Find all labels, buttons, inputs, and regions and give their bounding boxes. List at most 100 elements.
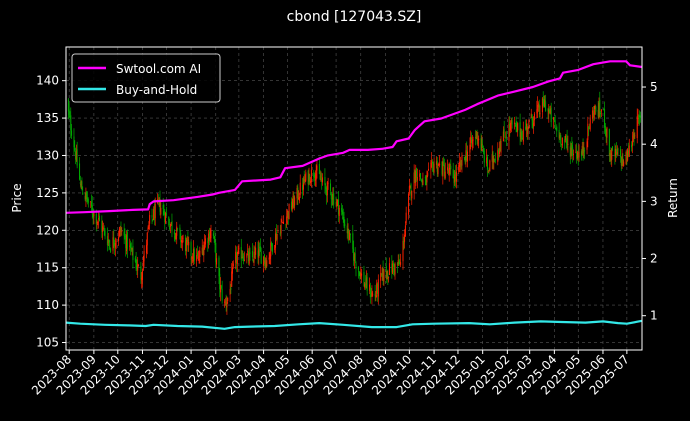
y-tick-label-left: 120 [36,223,59,237]
candle-body [221,288,223,301]
candle-body [638,115,640,118]
candle-body [93,212,95,216]
candle-body [408,193,410,215]
candle-body [327,182,329,185]
candle-body [304,179,306,182]
candle-body [427,168,429,171]
y-axis-right: 1 2 3 4 5 [642,80,658,323]
candle-body [119,227,121,233]
candle-body [212,233,214,236]
candle-body [85,192,87,200]
candle-body [149,215,151,224]
candle-body [160,207,162,215]
candle-body [476,132,478,139]
candle-body [104,230,106,237]
candle-body [98,215,100,222]
candle-body [110,248,112,252]
candle-body [208,233,210,241]
candle-body [566,138,568,144]
candle-body [135,259,137,269]
candle-body [288,204,290,220]
candle-body [253,251,255,263]
candle-body [268,257,270,260]
candle-body [453,177,455,183]
candle-body [414,170,416,183]
y-tick-label-right: 2 [650,252,658,266]
legend: Swtool.com AI Buy-and-Hold [71,53,221,103]
candle-body [604,109,606,128]
y-tick-label-right: 1 [650,309,658,323]
candle-body [349,233,351,236]
candle-body [186,239,188,242]
candle-body [146,232,148,246]
candle-body [533,122,535,127]
candle-body [341,210,343,215]
y-axis-left-label: Price [10,183,24,212]
candle-body [391,263,393,273]
candle-body [282,221,284,224]
candle-body [297,187,299,200]
candle-body [196,252,198,257]
candle-body [527,127,529,135]
candle-body [386,271,388,279]
candle-body [545,101,547,112]
candle-body [448,168,450,176]
candle-body [252,259,254,262]
candle-body [634,135,636,137]
candle-body [554,120,556,128]
candle-body [561,143,563,146]
candle-body [564,138,566,143]
candle-body [293,196,295,208]
candle-body [108,240,110,243]
candle-body [134,257,136,262]
candle-body [193,249,195,261]
candle-body [271,243,273,253]
candle-body [355,263,357,269]
candle-body [589,118,591,130]
candle-body [258,248,260,258]
candle-body [497,150,499,162]
y-tick-label-left: 135 [36,111,59,125]
candle-body [247,251,249,262]
candle-body [137,265,139,267]
candle-body [536,109,538,114]
candle-body [503,129,505,138]
candle-body [369,284,371,291]
candle-body [622,158,624,165]
candle-body [216,258,218,265]
candle-body [243,257,245,262]
candle-body [633,133,635,139]
candle-body [173,231,175,235]
candle-body [595,106,597,112]
candle-body [424,177,426,179]
candle-body [79,163,81,180]
candle-body [308,173,310,182]
candle-body [333,193,335,205]
candle-body [210,230,212,239]
candle-body [382,268,384,281]
candle-body [481,144,483,151]
candle-body [510,122,512,131]
candle-body [168,216,170,226]
candle-body [192,259,194,261]
candle-body [403,241,405,244]
candle-body [444,171,446,179]
candle-body [360,272,362,277]
candle-body [498,149,500,153]
candle-body [75,151,77,160]
candle-body [259,246,261,252]
candle-body [242,256,244,258]
candle-body [431,161,433,164]
candle-body [291,206,293,209]
candle-body [271,242,273,247]
candle-body [287,212,289,218]
candle-body [547,109,549,112]
candle-body [176,226,178,236]
candle-body [181,240,183,243]
candle-body [232,267,234,274]
candle-body [326,181,328,196]
candle-body [238,248,240,250]
candle-body [174,235,176,239]
candle-body [81,181,83,191]
